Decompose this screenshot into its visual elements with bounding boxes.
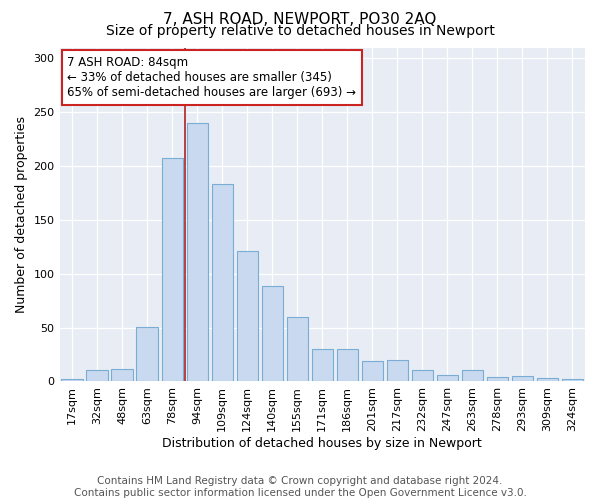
- Bar: [412, 370, 433, 382]
- Bar: [112, 368, 133, 382]
- X-axis label: Distribution of detached houses by size in Newport: Distribution of detached houses by size …: [163, 437, 482, 450]
- Bar: [537, 378, 558, 382]
- Bar: [462, 370, 483, 382]
- Bar: [487, 377, 508, 382]
- Text: Size of property relative to detached houses in Newport: Size of property relative to detached ho…: [106, 24, 494, 38]
- Bar: [562, 380, 583, 382]
- Bar: [262, 286, 283, 382]
- Bar: [287, 317, 308, 382]
- Bar: [337, 349, 358, 382]
- Bar: [512, 376, 533, 382]
- Bar: [61, 380, 83, 382]
- Bar: [362, 361, 383, 382]
- Bar: [236, 251, 258, 382]
- Text: 7 ASH ROAD: 84sqm
← 33% of detached houses are smaller (345)
65% of semi-detache: 7 ASH ROAD: 84sqm ← 33% of detached hous…: [67, 56, 356, 99]
- Bar: [161, 158, 183, 382]
- Bar: [437, 375, 458, 382]
- Y-axis label: Number of detached properties: Number of detached properties: [15, 116, 28, 313]
- Bar: [136, 326, 158, 382]
- Text: Contains HM Land Registry data © Crown copyright and database right 2024.
Contai: Contains HM Land Registry data © Crown c…: [74, 476, 526, 498]
- Bar: [311, 349, 333, 382]
- Bar: [212, 184, 233, 382]
- Bar: [387, 360, 408, 382]
- Text: 7, ASH ROAD, NEWPORT, PO30 2AQ: 7, ASH ROAD, NEWPORT, PO30 2AQ: [163, 12, 437, 28]
- Bar: [86, 370, 108, 382]
- Bar: [187, 123, 208, 382]
